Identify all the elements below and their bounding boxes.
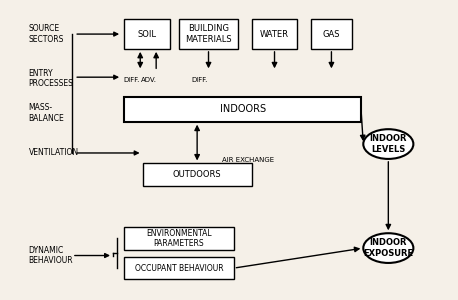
Text: SOURCE
SECTORS: SOURCE SECTORS [29,24,64,44]
Text: AIR EXCHANGE: AIR EXCHANGE [222,158,274,164]
Text: DYNAMIC
BEHAVIOUR: DYNAMIC BEHAVIOUR [29,246,73,265]
Text: INDOOR
EXPOSURE: INDOOR EXPOSURE [363,238,414,258]
Text: VENTILATION: VENTILATION [29,148,79,158]
FancyBboxPatch shape [124,97,361,122]
Text: MASS-
BALANCE: MASS- BALANCE [29,103,65,122]
Ellipse shape [363,233,414,263]
FancyBboxPatch shape [124,257,234,279]
Text: INDOOR
LEVELS: INDOOR LEVELS [370,134,407,154]
Text: OUTDOORS: OUTDOORS [173,170,222,179]
Text: ADV.: ADV. [142,77,158,83]
FancyBboxPatch shape [252,19,297,49]
Text: DIFF.: DIFF. [191,77,207,83]
FancyBboxPatch shape [142,164,252,186]
Text: WATER: WATER [260,30,289,39]
FancyBboxPatch shape [124,227,234,250]
Text: DIFF.: DIFF. [123,77,139,83]
Text: OCCUPANT BEHAVIOUR: OCCUPANT BEHAVIOUR [135,264,223,273]
FancyBboxPatch shape [179,19,238,49]
Ellipse shape [363,129,414,159]
Text: BUILDING
MATERIALS: BUILDING MATERIALS [185,24,232,44]
Text: INDOORS: INDOORS [219,104,266,114]
Text: SOIL: SOIL [137,30,157,39]
FancyBboxPatch shape [311,19,352,49]
Text: ENVIRONMENTAL
PARAMETERS: ENVIRONMENTAL PARAMETERS [146,229,212,248]
Text: GAS: GAS [323,30,340,39]
Text: ENTRY
PROCESSES: ENTRY PROCESSES [29,69,74,88]
FancyBboxPatch shape [124,19,170,49]
